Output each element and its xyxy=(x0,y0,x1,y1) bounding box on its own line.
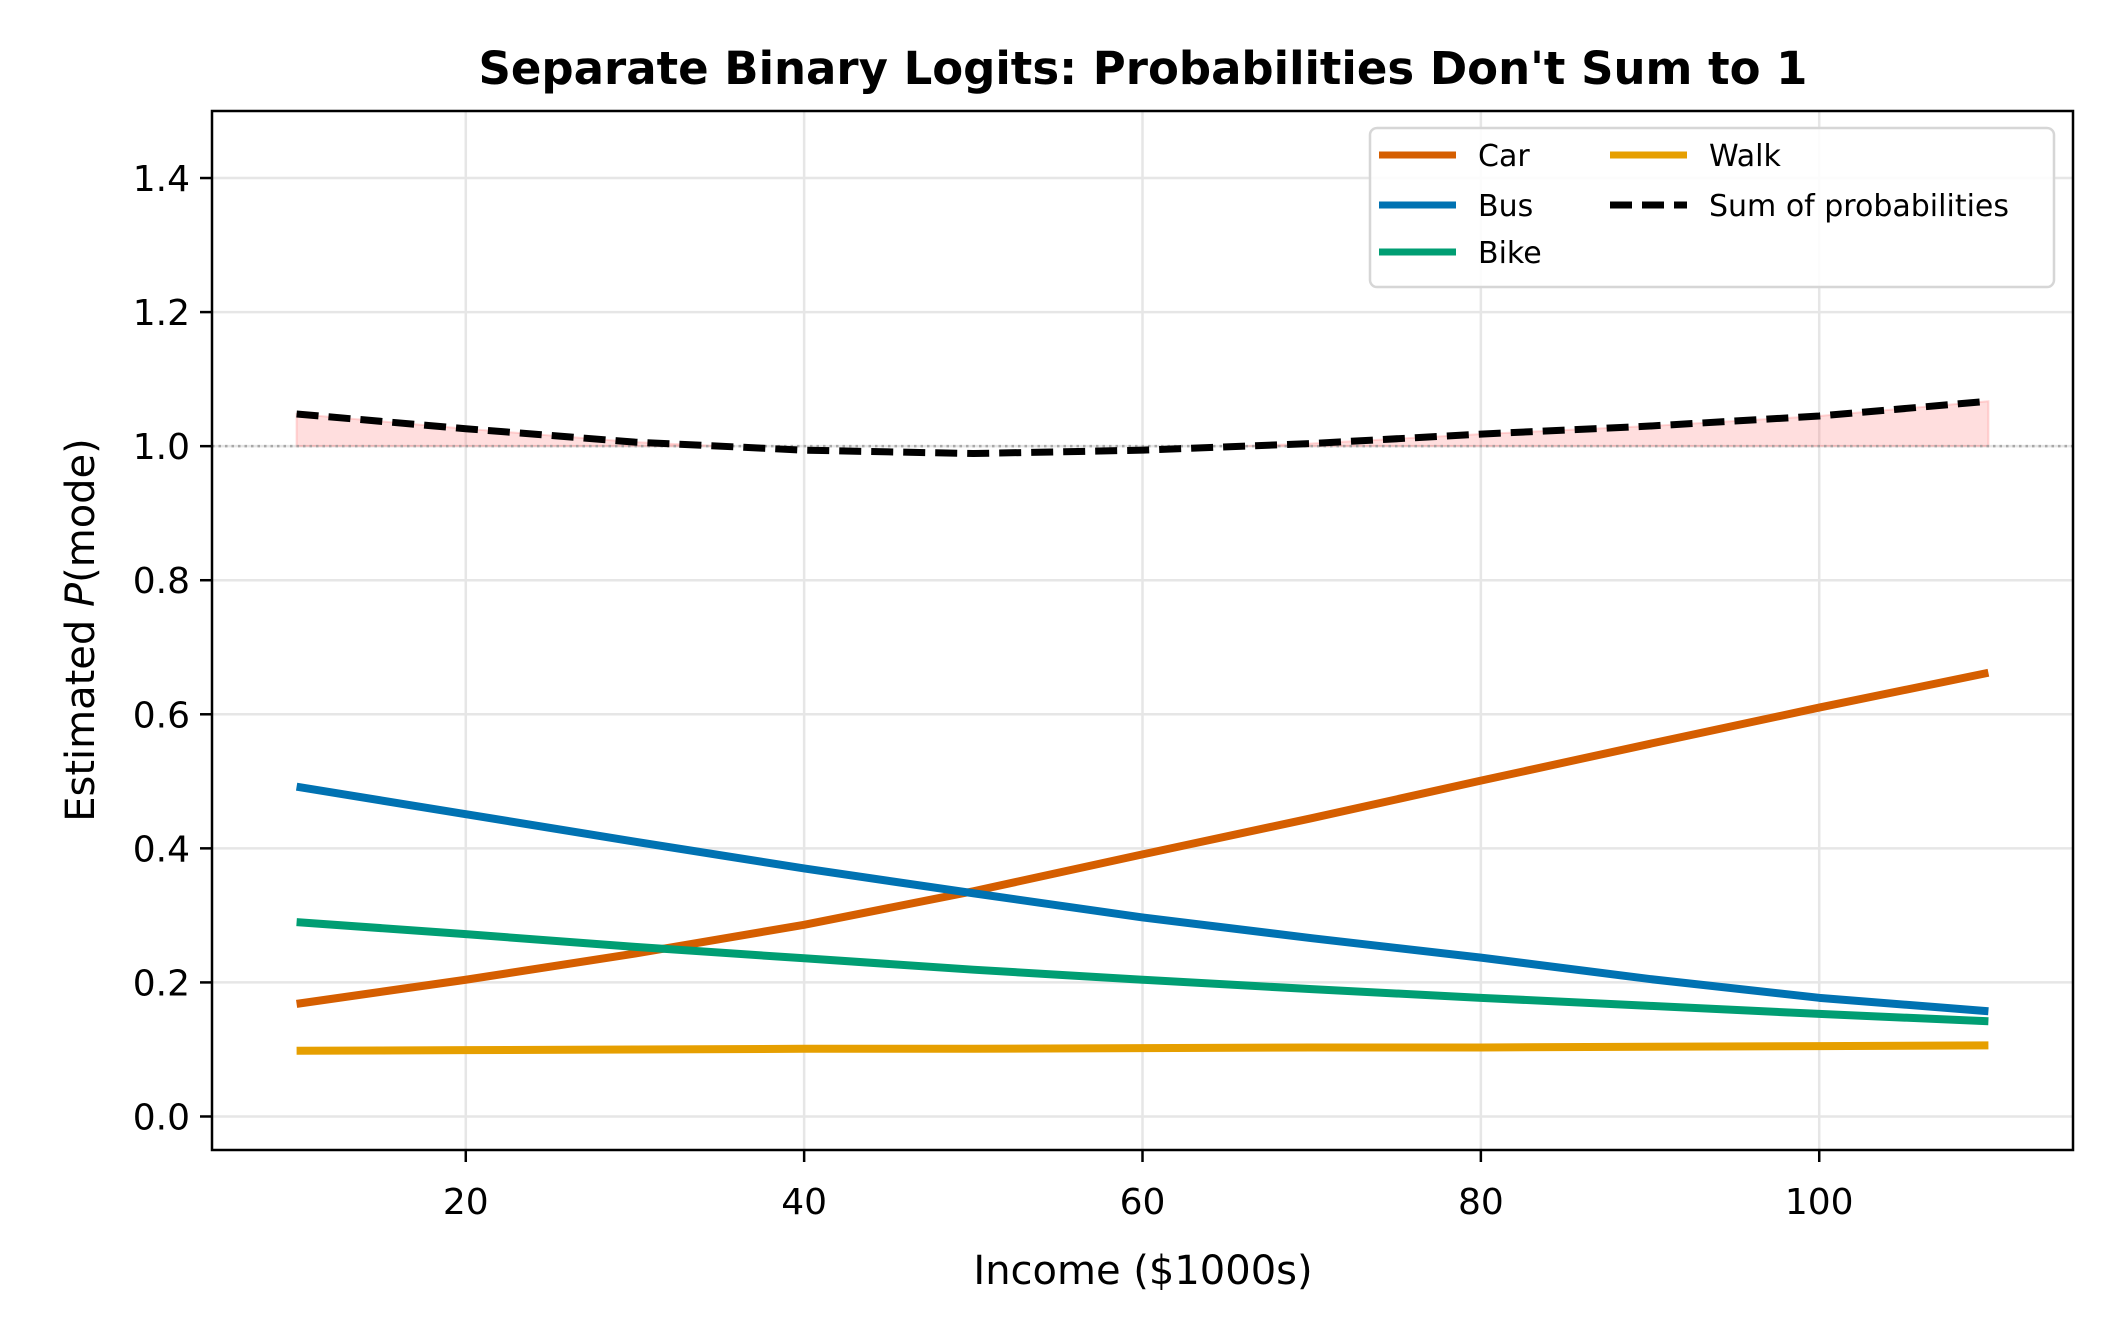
y-tick-label: 0.0 xyxy=(133,1097,190,1138)
legend-item-walk: Walk xyxy=(1610,139,1781,174)
y-tick-label: 1.0 xyxy=(133,427,190,468)
y-tick-label: 0.2 xyxy=(133,963,190,1004)
y-tick-label: 0.6 xyxy=(133,695,190,736)
x-tick-label: 80 xyxy=(1458,1182,1504,1223)
legend-item-car: Car xyxy=(1379,139,1530,174)
legend-label-bike: Bike xyxy=(1478,236,1542,271)
legend-label-sum-of-probabilities: Sum of probabilities xyxy=(1709,189,2009,224)
legend-label-bus: Bus xyxy=(1478,189,1533,224)
series-line-bus xyxy=(295,782,1989,1016)
y-tick-label: 0.8 xyxy=(133,561,190,602)
y-axis-label-suffix: (mode) xyxy=(58,438,104,583)
x-tick-label: 40 xyxy=(781,1182,827,1223)
y-axis-ticks: 0.0 0.2 0.4 0.6 0.8 1.0 1.2 1.4 xyxy=(133,159,212,1138)
x-tick-label: 20 xyxy=(443,1182,489,1223)
legend-frame xyxy=(1368,126,2056,289)
legend-item-bike: Bike xyxy=(1379,236,1542,271)
y-tick-label: 1.4 xyxy=(133,159,190,200)
y-axis-label-prefix: Estimated xyxy=(58,607,104,822)
legend-label-walk: Walk xyxy=(1709,139,1781,174)
y-axis-label: Estimated P(mode) xyxy=(58,438,104,822)
chart-title: Separate Binary Logits: Probabilities Do… xyxy=(479,42,1808,95)
series-line-car xyxy=(296,668,1990,1008)
x-axis-ticks: 20 40 60 80 100 xyxy=(443,1150,1854,1223)
y-tick-label: 1.2 xyxy=(133,293,190,334)
legend: Car Bus Bike Walk Sum of probabilities xyxy=(1368,126,2056,289)
x-tick-label: 100 xyxy=(1785,1182,1854,1223)
y-tick-label: 0.4 xyxy=(133,829,190,870)
legend-label-car: Car xyxy=(1478,139,1530,174)
legend-item-bus: Bus xyxy=(1379,189,1533,224)
series-layer xyxy=(295,397,1990,1055)
series-line-sum-of-probabilities xyxy=(296,397,1989,458)
y-axis-label-symbol: P xyxy=(58,582,104,607)
legend-items: Car Bus Bike Walk Sum of probabilities xyxy=(1379,139,2009,271)
legend-item-sum-of-probabilities: Sum of probabilities xyxy=(1610,189,2009,224)
x-axis-label: Income ($1000s) xyxy=(973,1248,1312,1294)
series-line-bike xyxy=(296,918,1989,1026)
x-tick-label: 60 xyxy=(1120,1182,1166,1223)
series-line-walk xyxy=(296,1041,1989,1055)
